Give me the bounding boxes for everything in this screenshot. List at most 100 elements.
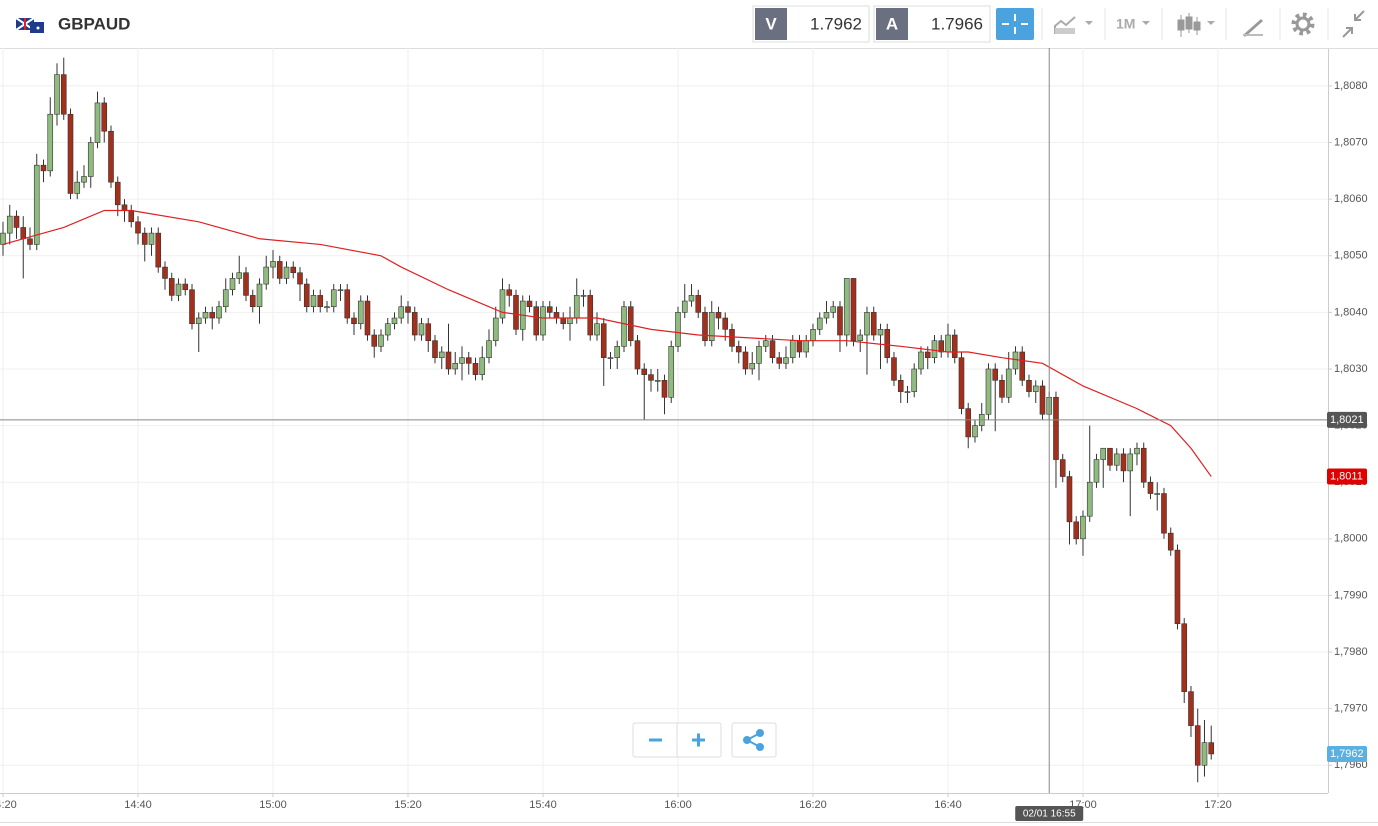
candle-body [438, 351, 445, 358]
candle-body [236, 272, 243, 279]
y-tick-label: 1,7980 [1334, 646, 1368, 658]
ma-price-tag-label: 1,8011 [1330, 470, 1363, 482]
candle-body [661, 380, 668, 398]
candle-body [769, 340, 776, 358]
candle-body [1032, 385, 1039, 392]
candle-body [789, 340, 796, 358]
candle-body [1053, 396, 1059, 460]
y-tick-label: 1,8000 [1334, 533, 1368, 545]
candle-body [256, 283, 263, 308]
period-button[interactable]: 1M [1116, 16, 1135, 32]
x-tick-label: 17:20 [1204, 799, 1232, 811]
candle-body [472, 363, 479, 375]
moving-average [2, 209, 1212, 477]
candle-body [310, 295, 317, 308]
share-button[interactable] [731, 722, 777, 758]
candle-body [182, 283, 189, 291]
candle-body [911, 368, 918, 392]
indicators-button[interactable] [1054, 16, 1093, 34]
candle-body [965, 408, 972, 438]
flag-icon [15, 17, 44, 33]
crosshair-time-label: 02/01 16:55 [1023, 809, 1076, 820]
ask-label-box [876, 8, 908, 40]
candle-body [877, 329, 884, 336]
candle-body [384, 323, 391, 336]
candle-body [128, 210, 135, 223]
candle-body [283, 266, 290, 279]
candle-body [81, 176, 87, 183]
candle-body [1201, 742, 1208, 766]
candle-body [729, 329, 735, 347]
candle-body [148, 232, 155, 245]
candle-body [94, 102, 101, 143]
zoom-in-button[interactable] [692, 733, 705, 747]
y-tick-label: 1,7960 [1334, 759, 1368, 771]
candle-body [614, 346, 621, 358]
candle-body [904, 391, 911, 393]
candle-body [276, 261, 283, 279]
candle-body [1080, 515, 1086, 540]
candle-body [263, 266, 270, 285]
candle-body [634, 340, 641, 370]
candle-body [1134, 447, 1140, 455]
bid-label-box [755, 8, 787, 40]
y-tick-label: 1,8030 [1334, 363, 1368, 375]
ask-price: 1.7966 [931, 14, 983, 33]
candle-body [357, 300, 364, 324]
candle-body [783, 357, 789, 364]
candle-body [688, 295, 695, 302]
candle-body [722, 317, 729, 330]
candle-body [1120, 453, 1127, 472]
candle-body [1066, 476, 1073, 523]
candle-body [465, 357, 472, 364]
candle-body [1039, 385, 1046, 415]
x-tick-label: 16:20 [799, 799, 827, 811]
settings-button[interactable] [1291, 12, 1315, 36]
candle-body [513, 295, 519, 330]
candle-body [702, 312, 708, 341]
candle-body [189, 289, 195, 324]
candle-body [526, 300, 533, 308]
candle-body [708, 312, 715, 341]
y-tick-label: 1,8060 [1334, 193, 1368, 205]
candle-body [587, 295, 594, 336]
candle-body [175, 283, 182, 296]
candle-body [1113, 453, 1120, 466]
chart-type-button[interactable] [1177, 13, 1215, 37]
share-icon [743, 729, 764, 751]
candle-body [1019, 351, 1026, 381]
candle-body [1093, 459, 1100, 483]
candle-body [418, 323, 425, 336]
candle-body [884, 329, 891, 358]
candle-body [857, 334, 864, 341]
candle-body [607, 357, 614, 359]
candle-body [600, 323, 607, 358]
candle-body [918, 351, 924, 370]
candle-body [499, 289, 506, 319]
candle-body [533, 306, 540, 336]
candle-body [776, 357, 783, 364]
candle-body [371, 334, 378, 347]
candle-body [1181, 623, 1188, 692]
candle-body [209, 312, 216, 319]
draw-button[interactable] [1243, 19, 1263, 37]
candle-body [432, 340, 438, 358]
candle-body [351, 317, 357, 324]
candle-body [951, 334, 958, 358]
candle-body [762, 340, 769, 347]
candle-body [897, 380, 904, 392]
candle-body [486, 340, 492, 358]
candle-body [864, 312, 870, 336]
candle-body [492, 317, 499, 341]
candle-body [1194, 725, 1201, 766]
candle-body [101, 102, 108, 132]
y-tick-label: 1,8080 [1334, 80, 1368, 92]
ask-label: A [886, 14, 898, 33]
candle-body [796, 340, 803, 353]
crosshair-button[interactable] [996, 8, 1034, 40]
candle-body [1154, 493, 1161, 495]
candle-body [1174, 549, 1181, 625]
collapse-button[interactable] [1342, 10, 1365, 38]
candle-body [317, 295, 324, 308]
